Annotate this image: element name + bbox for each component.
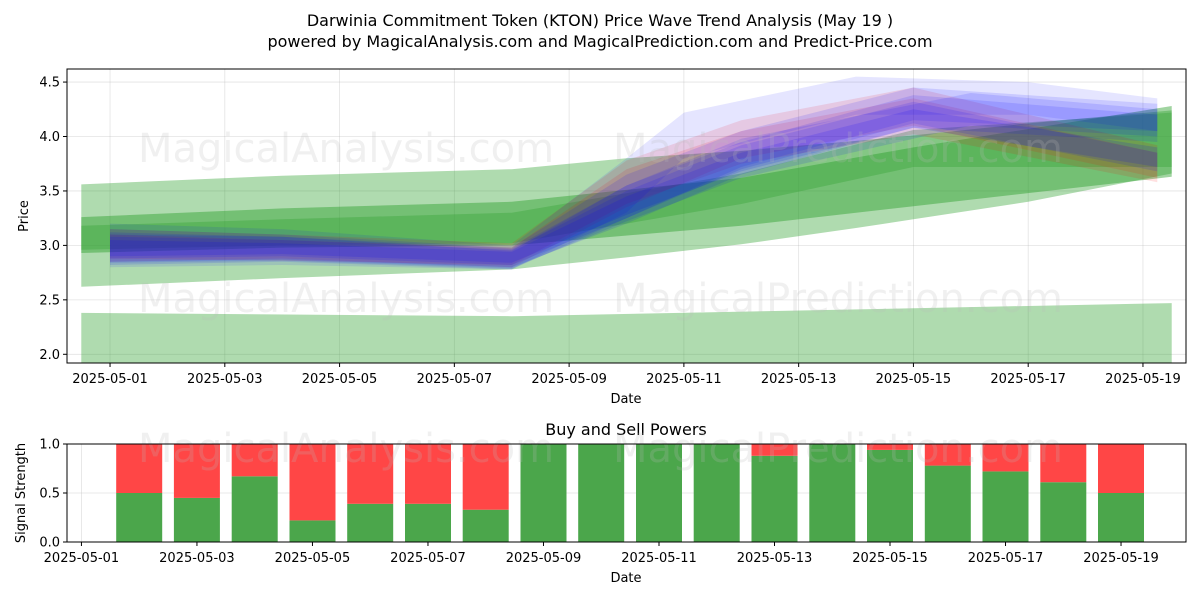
sell-bar — [1098, 444, 1144, 493]
blue-wave-band-2 — [110, 76, 1158, 270]
blue-wave-band-3 — [110, 87, 1158, 270]
sell-bar — [289, 444, 336, 521]
watermark: MagicalAnalysis.com — [138, 426, 554, 472]
signal-x-label: Date — [610, 571, 641, 586]
price-y-tick-label: 4.0 — [39, 130, 60, 145]
buy-bar — [116, 493, 163, 542]
sell-bar — [867, 444, 913, 450]
signal-x-tick-label: 2025-05-17 — [968, 551, 1044, 566]
price-y-tick-label: 2.0 — [39, 348, 60, 363]
signal-x-tick-label: 2025-05-15 — [852, 551, 928, 566]
green-band-0 — [81, 303, 1172, 363]
signal-x-tick-label: 2025-05-13 — [737, 551, 813, 566]
sell-bar — [231, 444, 278, 477]
red-wave-band-0 — [110, 87, 1158, 268]
price-x-label: Date — [610, 392, 641, 407]
price-x-ticks: 2025-05-01 2025-05-03 2025-05-05 2025-05-07… — [72, 363, 1181, 387]
signal-x-tick-label: 2025-05-09 — [506, 551, 582, 566]
watermark: MagicalPrediction.com — [613, 426, 1063, 472]
buy-bar — [982, 471, 1029, 542]
watermark: MagicalAnalysis.com — [138, 126, 554, 172]
price-x-tick-label: 2025-05-13 — [761, 372, 837, 387]
price-bands — [81, 76, 1172, 363]
green-band-1 — [81, 110, 1172, 287]
watermark: MagicalAnalysis.com — [138, 276, 554, 322]
signal-x-ticks: 2025-05-01 2025-05-03 2025-05-05 2025-05-07… — [44, 542, 1159, 566]
sell-bar — [751, 444, 798, 456]
price-grid — [67, 69, 1186, 363]
signal-y-ticks: 0.0 0.5 1.0 — [39, 438, 67, 551]
watermark: MagicalPrediction.com — [613, 276, 1063, 322]
buy-bar — [520, 444, 567, 542]
chart-subtitle: powered by MagicalAnalysis.com and Magic… — [267, 32, 932, 51]
sell-bar — [116, 444, 163, 493]
signal-plot: Buy and Sell Powers MagicalAnalysis.com M… — [14, 420, 1187, 586]
price-y-tick-label: 3.5 — [39, 184, 60, 199]
signal-bars — [116, 444, 1144, 542]
price-x-tick-label: 2025-05-05 — [302, 372, 378, 387]
price-watermarks: MagicalAnalysis.com MagicalPrediction.com… — [138, 126, 1063, 322]
blue-wave-band-5 — [110, 101, 1158, 265]
buy-bar — [231, 476, 278, 542]
signal-y-tick-label: 1.0 — [39, 438, 60, 453]
price-plot: MagicalAnalysis.com MagicalPrediction.com… — [17, 68, 1187, 407]
chart-title: Darwinia Commitment Token (KTON) Price W… — [307, 11, 893, 30]
buy-bar — [924, 465, 971, 542]
blue-wave-band-4 — [110, 95, 1158, 268]
price-y-tick-label: 3.0 — [39, 239, 60, 254]
signal-x-tick-label: 2025-05-03 — [159, 551, 235, 566]
buy-bar — [289, 520, 336, 542]
price-x-tick-label: 2025-05-01 — [72, 372, 148, 387]
signal-y-label: Signal Strength — [14, 443, 29, 543]
buy-bar — [809, 444, 856, 542]
buy-bar — [1098, 493, 1144, 542]
price-y-tick-label: 4.5 — [39, 76, 60, 91]
signal-x-tick-label: 2025-05-05 — [275, 551, 351, 566]
blue-wave-band-7 — [110, 93, 1158, 269]
signal-x-tick-label: 2025-05-19 — [1083, 551, 1159, 566]
buy-bar — [462, 509, 509, 542]
price-x-tick-label: 2025-05-07 — [417, 372, 493, 387]
buy-bar — [347, 503, 394, 542]
buy-bar — [636, 444, 682, 542]
signal-title: Buy and Sell Powers — [545, 420, 707, 439]
sell-bar — [982, 444, 1029, 472]
signal-watermarks: MagicalAnalysis.com MagicalPrediction.com — [138, 426, 1063, 472]
price-plot-frame — [66, 68, 1187, 364]
red-wave-band-1 — [110, 98, 1158, 266]
buy-bar — [578, 444, 625, 542]
signal-y-tick-label: 0.5 — [39, 487, 60, 502]
sell-bar — [462, 444, 509, 510]
buy-bar — [405, 503, 451, 542]
watermark: MagicalPrediction.com — [613, 126, 1063, 172]
price-x-tick-label: 2025-05-19 — [1105, 372, 1181, 387]
green-band-3 — [81, 112, 1172, 250]
signal-x-tick-label: 2025-05-07 — [390, 551, 466, 566]
signal-x-tick-label: 2025-05-11 — [621, 551, 697, 566]
signal-y-tick-label: 0.0 — [39, 536, 60, 551]
price-x-tick-label: 2025-05-03 — [187, 372, 263, 387]
buy-bar — [1040, 482, 1087, 542]
price-x-tick-label: 2025-05-09 — [531, 372, 607, 387]
price-y-label: Price — [17, 200, 32, 232]
sell-bar — [347, 444, 394, 504]
sell-bar — [1040, 444, 1087, 483]
price-x-tick-label: 2025-05-11 — [646, 372, 722, 387]
signal-x-tick-label: 2025-05-01 — [44, 551, 120, 566]
price-x-tick-label: 2025-05-17 — [990, 372, 1066, 387]
buy-bar — [867, 449, 913, 542]
buy-bar — [173, 497, 220, 542]
buy-bar — [751, 455, 798, 542]
sell-bar — [173, 444, 220, 498]
price-y-tick-label: 2.5 — [39, 293, 60, 308]
price-y-ticks: 2.0 2.5 3.0 3.5 4.0 4.5 — [39, 76, 67, 363]
sell-bar — [924, 444, 971, 466]
buy-bar — [693, 444, 740, 542]
price-x-tick-label: 2025-05-15 — [876, 372, 952, 387]
blue-wave-band-6 — [110, 109, 1158, 263]
sell-bar — [405, 444, 451, 504]
green-band-2 — [81, 106, 1172, 253]
